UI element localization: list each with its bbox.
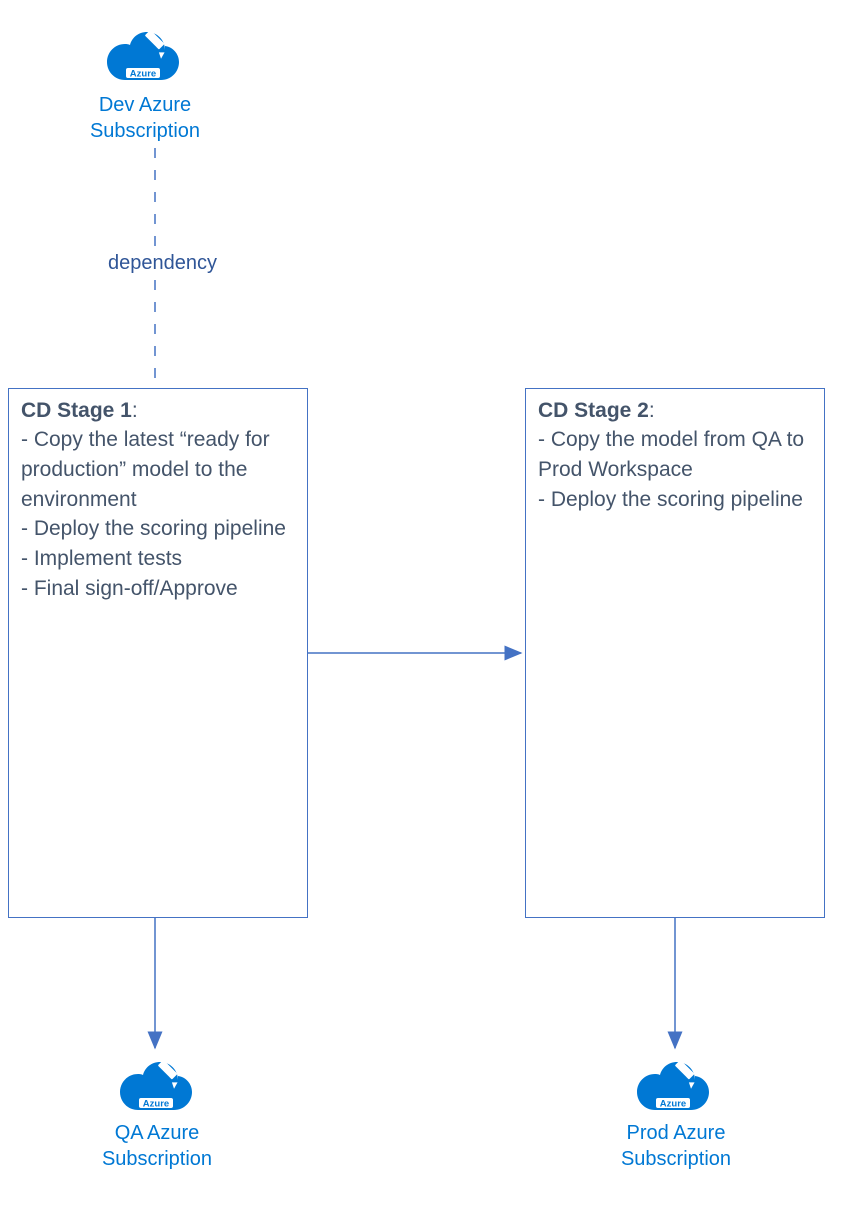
azure-icon-prod: Azure xyxy=(637,1058,712,1113)
azure-icon-qa: Azure xyxy=(120,1058,195,1113)
azure-icon-qa-label: QA Azure Subscription xyxy=(82,1120,232,1172)
azure-icon-prod-label: Prod Azure Subscription xyxy=(596,1120,756,1172)
qa-label-line1: QA Azure xyxy=(115,1122,200,1144)
svg-text:Azure: Azure xyxy=(660,1099,686,1110)
prod-label-line2: Subscription xyxy=(621,1148,731,1170)
connector-stage2-down xyxy=(0,0,847,1216)
azure-cloud-icon: Azure xyxy=(120,1058,195,1113)
svg-text:Azure: Azure xyxy=(143,1099,169,1110)
prod-label-line1: Prod Azure xyxy=(627,1122,726,1144)
azure-cloud-icon: Azure xyxy=(637,1058,712,1113)
qa-label-line2: Subscription xyxy=(102,1148,212,1170)
